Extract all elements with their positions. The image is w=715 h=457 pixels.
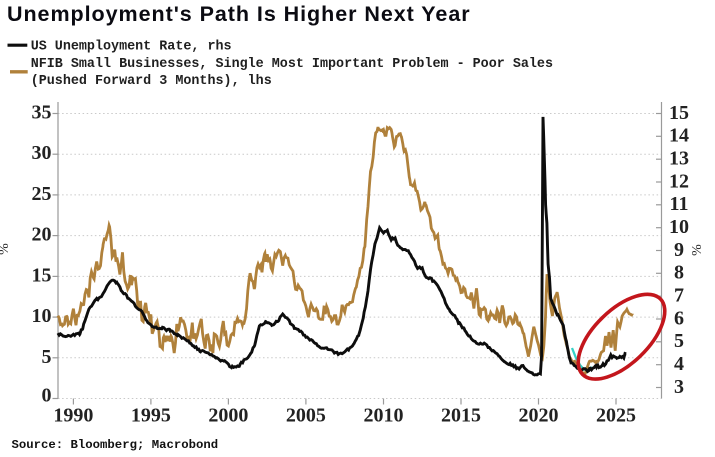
svg-text:10: 10	[32, 305, 52, 327]
svg-text:8: 8	[674, 262, 684, 284]
svg-text:13: 13	[669, 148, 689, 170]
svg-text:5: 5	[42, 346, 52, 368]
svg-text:11: 11	[670, 193, 689, 215]
svg-text:2025: 2025	[596, 405, 636, 427]
svg-text:NFIB Small Businesses, Single: NFIB Small Businesses, Single Most Impor…	[31, 57, 553, 72]
svg-text:25: 25	[32, 183, 52, 205]
svg-text:2015: 2015	[441, 405, 481, 427]
svg-text:1990: 1990	[53, 405, 93, 427]
svg-text:3: 3	[674, 376, 684, 398]
svg-text:9: 9	[674, 239, 684, 261]
svg-text:20: 20	[32, 224, 52, 246]
svg-text:7: 7	[674, 285, 684, 307]
svg-text:(Pushed Forward 3 Months), lhs: (Pushed Forward 3 Months), lhs	[31, 74, 272, 89]
svg-text:Source: Bloomberg; Macrobond: Source: Bloomberg; Macrobond	[12, 438, 219, 452]
svg-text:15: 15	[32, 264, 52, 286]
svg-text:2010: 2010	[364, 405, 404, 427]
svg-text:12: 12	[669, 170, 689, 192]
svg-text:10: 10	[669, 216, 689, 238]
svg-text:0: 0	[42, 384, 52, 406]
svg-text:%: %	[0, 243, 12, 255]
svg-text:2005: 2005	[286, 405, 326, 427]
svg-text:US Unemployment Rate, rhs: US Unemployment Rate, rhs	[31, 40, 232, 55]
svg-text:35: 35	[32, 102, 52, 124]
svg-text:14: 14	[669, 125, 689, 147]
svg-text:30: 30	[32, 142, 52, 164]
svg-text:Unemployment's Path Is Higher: Unemployment's Path Is Higher Next Year	[7, 2, 471, 26]
svg-text:2000: 2000	[208, 405, 248, 427]
svg-text:6: 6	[674, 307, 684, 329]
svg-text:5: 5	[674, 330, 684, 352]
svg-text:2020: 2020	[519, 405, 559, 427]
svg-text:%: %	[690, 244, 705, 256]
svg-text:4: 4	[674, 353, 684, 375]
svg-text:1995: 1995	[131, 405, 171, 427]
svg-text:15: 15	[669, 102, 689, 124]
